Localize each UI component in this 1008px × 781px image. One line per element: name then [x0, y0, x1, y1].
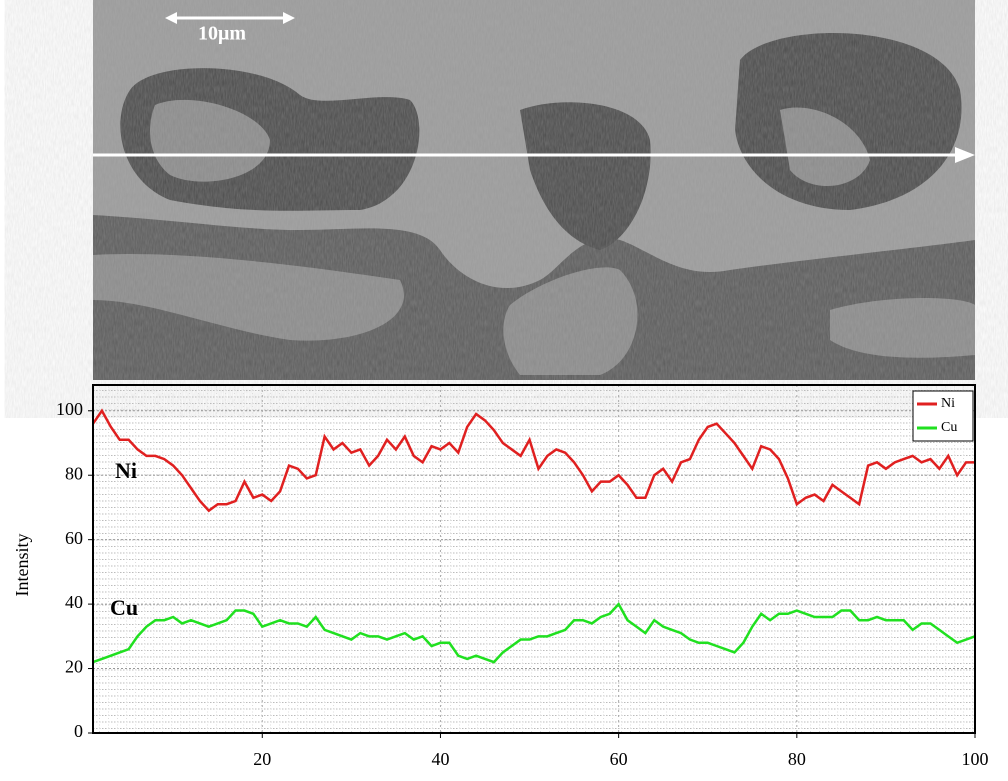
scale-bar-label: 10μm	[198, 23, 246, 45]
sem-image: 10μm	[93, 0, 975, 380]
y-tick-label: 80	[65, 463, 83, 483]
y-tick-label: 20	[65, 657, 83, 677]
x-tick-label: 100	[962, 749, 989, 769]
y-tick-label: 60	[65, 528, 83, 548]
legend-label: Cu	[941, 420, 957, 435]
x-tick-label: 60	[610, 749, 628, 769]
legend-label: Ni	[941, 396, 955, 411]
y-tick-label: 0	[74, 721, 83, 741]
x-tick-label: 80	[788, 749, 806, 769]
figure: 10μm Intensity Ni Cu 0 20 40 60 80 100 20 40 60 8…	[0, 0, 1008, 776]
x-tick-label: 20	[253, 749, 271, 769]
y-tick-label: 100	[56, 399, 83, 419]
y-tick-label: 40	[65, 592, 83, 612]
annotation: Cu	[110, 595, 138, 620]
x-tick-label: 40	[431, 749, 449, 769]
annotation: Ni	[115, 458, 137, 483]
minor-grid	[93, 385, 975, 733]
y-axis-label: Intensity	[12, 534, 32, 597]
